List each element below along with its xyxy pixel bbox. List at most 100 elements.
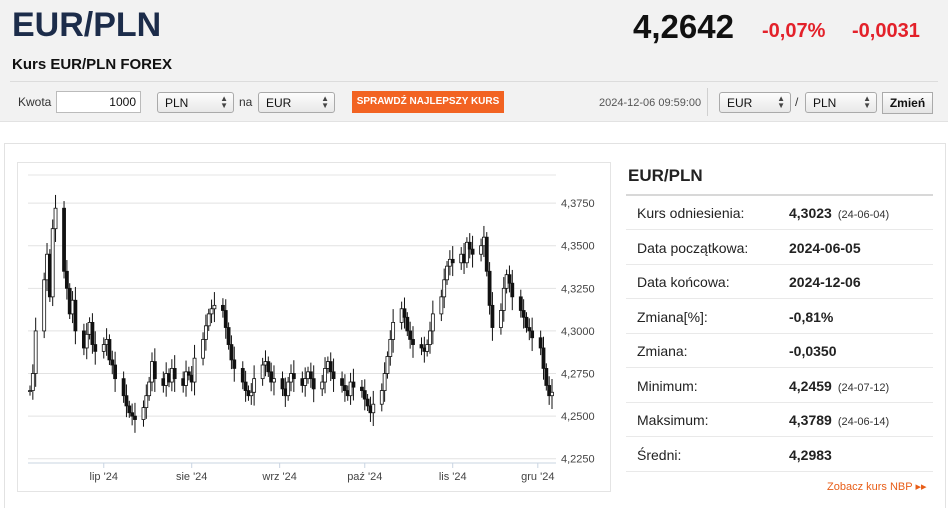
candle-body [107,339,112,361]
candle-body [50,228,55,298]
stats-row-date: (24-06-04) [837,209,890,221]
y-tick-label: 4,3500 [561,241,595,253]
candle-body [308,371,313,380]
candle-body [184,371,188,386]
candle-body [201,339,205,359]
to-currency-select[interactable]: EUR ▲ ▼ [258,92,335,113]
stats-row-label: Zmiana[%]: [637,308,708,325]
base-currency-select[interactable]: EUR ▲ ▼ [719,92,791,113]
candle-body [311,378,316,390]
candle-body [365,398,370,407]
stats-row-value-text: 4,2459 [789,377,832,394]
amount-input[interactable] [56,91,141,113]
candle-body [550,391,554,397]
candle-body [62,207,66,272]
stats-row-value: 4,2983 [789,447,832,463]
candle-body [351,381,356,388]
candle-body [484,236,489,272]
price-chart[interactable]: 4,3750 4,3500 4,3250 4,3000 4,2750 4,2500 4,22… [17,162,611,492]
candle-body [212,304,217,310]
stats-row-label: Średni: [637,446,682,463]
stats-row: Zmiana[%]: -0,81% [626,300,933,334]
stats-row: Maksimum: 4,3789 (24-06-14) [626,403,933,437]
candle-body [323,368,327,383]
candle-body [547,385,552,397]
candle-body [544,368,549,386]
candle-body [464,241,469,264]
candle-body [391,322,396,340]
pair-title: EUR/PLN [12,6,162,44]
to-currency-value: EUR [266,96,292,110]
stats-row-label: Kurs odniesienia: [637,205,745,221]
candle-body [141,407,146,420]
x-tick-label: lis '24 [439,471,467,483]
stats-row: Kurs odniesienia: 4,3023 (24-06-04) [626,196,933,230]
candle-body [223,310,228,328]
stats-row-value: -0,0350 [789,343,836,359]
candle-body [249,391,254,397]
toolbar-divider [707,88,708,116]
candle-body [521,310,526,318]
stats-row-label: Data początkowa: [637,239,749,256]
stats-row-label: Minimum: [637,377,698,394]
stats-row-label: Data końcowa: [637,274,730,290]
y-tick-label: 4,3750 [561,198,595,210]
x-tick-label: gru '24 [521,471,554,483]
change-pair-button[interactable]: Zmień [882,92,933,114]
candle-body [348,381,353,397]
price-chart-svg[interactable]: 4,3750 4,3500 4,3250 4,3000 4,2750 4,2500 4,22… [18,163,612,493]
candle-body [379,390,384,405]
candle-body [360,386,364,391]
candle-body [192,357,197,383]
quote-currency-select[interactable]: PLN ▲ ▼ [805,92,877,113]
candle-body [450,258,455,264]
stats-row-label: Zmiana: [637,343,688,359]
candle-body [411,339,415,345]
candle-body [229,344,234,361]
quote-timestamp: 2024-12-06 09:59:00 [599,97,702,109]
candle-body [382,373,387,391]
stats-row: Minimum: 4,2459 (24-07-12) [626,369,933,403]
candle-body [303,378,308,386]
stats-row: Zmiana: -0,0350 [626,334,933,368]
header-divider [10,81,938,82]
check-best-rate-button[interactable]: SPRAWDŹ NAJLEPSZY KURS [352,91,504,113]
candle-body [90,322,95,345]
select-arrows-icon: ▲ ▼ [863,94,871,110]
candle-body [226,327,231,345]
candle-body [518,296,523,311]
candle-body [64,270,69,289]
stats-title: EUR/PLN [628,166,703,185]
candle-body [340,378,344,386]
candle-body [470,248,475,255]
candle-body [73,299,78,332]
candle-body [93,344,98,352]
amount-label: Kwota [18,95,52,109]
candle-body [130,412,135,417]
candle-body [280,378,285,390]
candle-body [425,344,430,352]
candle-body [203,325,208,340]
content-panel [4,143,946,508]
candle-body [240,368,245,383]
candle-body [260,364,265,380]
candle-body [527,327,532,332]
candle-body [144,395,149,409]
y-tick-label: 4,2250 [561,454,595,466]
nbp-rate-link[interactable]: Zobacz kurs NBP ▸▸ [827,480,927,493]
stats-row-value-text: 4,2983 [789,446,832,463]
candle-body [442,279,447,298]
stats-row-value-text: 2024-06-05 [789,239,861,256]
candle-body [479,245,483,255]
from-currency-select[interactable]: PLN ▲ ▼ [157,92,234,113]
candle-body [110,359,115,366]
candle-body [439,296,444,315]
select-arrows-icon: ▲ ▼ [777,94,785,110]
stats-row-value: 4,3789 (24-06-14) [789,412,889,428]
x-tick-label: sie '24 [176,471,207,483]
candle-body [388,339,393,357]
candle-body [286,381,291,397]
stats-row: Średni: 4,2983 [626,438,933,472]
nbp-rate-link-label: Zobacz kurs NBP [827,481,913,493]
candle-body [206,313,211,327]
